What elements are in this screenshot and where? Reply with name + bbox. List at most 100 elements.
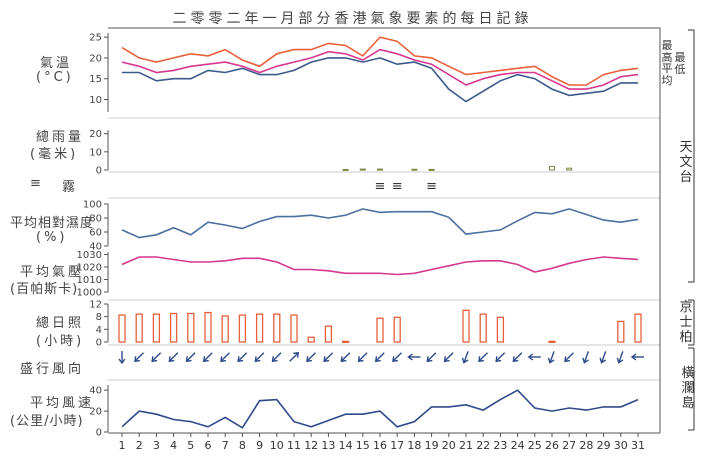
sunshine-bar bbox=[273, 313, 281, 343]
wind-arrow bbox=[237, 352, 248, 363]
wind-arrow bbox=[340, 352, 351, 363]
pressure-ytick-label: 1010 bbox=[77, 275, 102, 286]
x-tick-label: 14 bbox=[339, 439, 353, 452]
wind-arrow-stroke bbox=[306, 356, 313, 363]
wind-arrow-stroke bbox=[549, 351, 555, 362]
wind-arrow-stroke bbox=[392, 356, 399, 363]
x-tick-label: 15 bbox=[356, 439, 370, 452]
sunshine-ytick-label: 8 bbox=[96, 312, 102, 323]
wind-arrow-stroke bbox=[495, 356, 502, 363]
x-tick-label: 26 bbox=[545, 439, 559, 452]
x-tick-label: 20 bbox=[442, 439, 456, 452]
wind-arrow-stroke bbox=[307, 352, 316, 362]
x-tick-label: 31 bbox=[631, 439, 645, 452]
wind-arrow-stroke bbox=[340, 356, 347, 363]
wind-arrow-stroke bbox=[255, 352, 265, 362]
pressure-ytick-label: 1030 bbox=[77, 250, 102, 261]
wind-arrow-stroke bbox=[479, 352, 488, 362]
wind-arrow-stroke bbox=[512, 356, 519, 363]
wind-speed-unit-label: (公里/小時) bbox=[10, 414, 84, 429]
sunshine-bar bbox=[118, 314, 126, 343]
station-waglan: 橫瀾島 bbox=[681, 366, 695, 411]
legend-max: 最高 bbox=[661, 39, 673, 64]
sunshine-bar bbox=[187, 312, 195, 343]
sunshine-bar bbox=[376, 317, 384, 343]
x-tick-label: 17 bbox=[390, 439, 404, 452]
wind-arrow bbox=[168, 352, 179, 363]
rain-ytick-label: 20 bbox=[89, 129, 102, 140]
rain-label: 總雨量 bbox=[36, 130, 85, 145]
wind-arrow-stroke bbox=[618, 351, 624, 362]
wind-arrow-stroke bbox=[324, 352, 334, 362]
sunshine-bar bbox=[238, 314, 247, 343]
sunshine-bar bbox=[548, 340, 556, 344]
wind-arrow-stroke bbox=[375, 352, 385, 362]
sunshine-ytick-label: 12 bbox=[89, 300, 102, 311]
wind-arrow bbox=[407, 353, 421, 361]
wind-arrow-stroke bbox=[152, 352, 162, 362]
pressure-label: 平均氣壓 bbox=[20, 265, 85, 280]
pressure-ytick-label: 1000 bbox=[77, 288, 102, 299]
legend-mean: 平均 bbox=[661, 62, 673, 87]
wind-arrow-stroke bbox=[221, 352, 230, 362]
wind-arrow-stroke bbox=[393, 352, 402, 362]
x-tick-label: 29 bbox=[597, 439, 611, 452]
wind-arrow-stroke bbox=[461, 357, 469, 364]
wind-speed-line bbox=[121, 389, 639, 429]
wind-arrow-stroke bbox=[374, 356, 381, 363]
wind-arrow bbox=[271, 352, 282, 363]
wind-arrow-stroke bbox=[254, 356, 261, 363]
rain-bar bbox=[549, 165, 555, 171]
wind-arrow-stroke bbox=[341, 352, 351, 362]
sunshine-bar bbox=[307, 336, 315, 343]
chart-title: 二零零二年一月部分香港氣象要素的每日記錄 bbox=[172, 11, 533, 27]
x-tick-label: 25 bbox=[528, 439, 542, 452]
sunshine-bar bbox=[255, 313, 264, 343]
fog-label: 霧 bbox=[62, 180, 79, 195]
wind-dir-label: 盛行風向 bbox=[20, 362, 85, 377]
x-tick-label: 27 bbox=[562, 439, 576, 452]
wind-arrow bbox=[151, 352, 162, 363]
humidity-ytick-label: 100 bbox=[83, 200, 102, 211]
wind-arrow-stroke bbox=[463, 351, 469, 362]
sunshine-bar bbox=[479, 313, 487, 343]
pressure-ytick-label: 1020 bbox=[77, 263, 102, 274]
wind-arrow-stroke bbox=[582, 357, 589, 364]
wind-arrow-stroke bbox=[527, 353, 534, 361]
humidity-ytick-label: 80 bbox=[89, 214, 102, 225]
humidity-unit-label: (%) bbox=[36, 230, 68, 245]
wind-arrow-stroke bbox=[584, 351, 590, 362]
temp-label: 氣溫 bbox=[40, 56, 73, 71]
wind-speed-ytick-label: 40 bbox=[89, 386, 102, 397]
x-tick-label: 18 bbox=[407, 439, 421, 452]
rain-ytick-label: 10 bbox=[89, 147, 102, 158]
sunshine-bar bbox=[152, 313, 161, 343]
temp-ytick-label: 15 bbox=[89, 74, 102, 85]
sunshine-bar bbox=[462, 309, 470, 343]
wind-arrow-stroke bbox=[186, 352, 196, 362]
wind-arrow bbox=[426, 352, 437, 363]
station-observatory: 天文台 bbox=[679, 140, 693, 185]
x-tick-label: 9 bbox=[256, 439, 263, 452]
wind-arrow-stroke bbox=[289, 352, 299, 362]
wind-arrow-stroke bbox=[185, 356, 192, 363]
sunshine-bar bbox=[221, 315, 229, 343]
x-tick-label: 10 bbox=[270, 439, 284, 452]
sunshine-bar bbox=[290, 314, 298, 343]
sunshine-bar bbox=[617, 320, 625, 343]
fog-symbol: ≡ bbox=[30, 176, 44, 191]
wind-arrow bbox=[443, 352, 454, 363]
temp-ytick-label: 20 bbox=[89, 53, 102, 64]
wind-arrow bbox=[527, 353, 541, 361]
sunshine-ytick-label: 0 bbox=[96, 338, 102, 349]
wind-arrow bbox=[392, 352, 402, 363]
wind-arrow-stroke bbox=[168, 356, 175, 363]
sunshine-ytick-label: 4 bbox=[96, 325, 102, 336]
sunshine-bar bbox=[496, 316, 505, 343]
station-kingspark: 京士柏 bbox=[679, 300, 693, 345]
wind-arrow bbox=[134, 352, 144, 363]
rain-bar bbox=[411, 168, 418, 171]
wind-arrow-stroke bbox=[118, 358, 126, 365]
wind-speed-label: 平均風速 bbox=[30, 396, 95, 411]
